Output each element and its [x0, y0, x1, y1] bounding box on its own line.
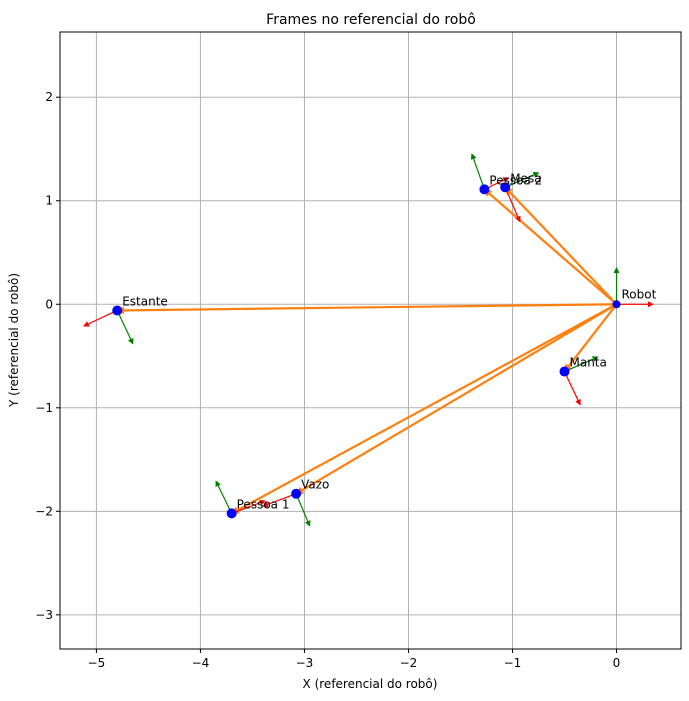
vector-to-manta	[563, 303, 618, 373]
estante-label: Estante	[122, 294, 168, 308]
estante-point	[112, 305, 123, 316]
vazo-label: Vazo	[301, 478, 329, 492]
y-ticks: −3 −2 −1 0 1 2	[35, 90, 60, 622]
vazo-point	[291, 488, 302, 499]
x-tick-label: −4	[192, 656, 210, 670]
x-tick-label: −2	[400, 656, 418, 670]
origin-vectors	[116, 186, 618, 515]
y-tick-label: 0	[45, 297, 53, 311]
pessoa-1-point	[226, 508, 237, 519]
y-axis-label: Y (referencial do robô)	[7, 273, 21, 408]
robot-point	[612, 300, 621, 309]
mesa-label: Mesa	[510, 171, 541, 185]
x-tick-label: −3	[296, 656, 314, 670]
estante-x-axis-arrow	[83, 309, 118, 327]
x-ticks: −5 −4 −3 −2 −1 0	[88, 649, 621, 670]
vector-to-pessoa-2	[483, 188, 618, 306]
pessoa-2-label: Pessoa 2	[489, 173, 542, 187]
pessoa-2-y-axis-arrow	[470, 153, 485, 190]
y-tick-label: −2	[35, 504, 53, 518]
mesa-y-axis-arrow	[504, 172, 540, 188]
pessoa-1-y-axis-arrow	[215, 480, 233, 514]
x-tick-label: −5	[88, 656, 106, 670]
robot-label: Robot	[622, 287, 657, 301]
manta-y-axis-arrow	[564, 356, 599, 373]
manta-point	[559, 366, 570, 377]
vazo-y-axis-arrow	[295, 493, 311, 527]
estante-y-axis-arrow	[116, 310, 134, 345]
vazo-x-axis-arrow	[261, 493, 297, 508]
y-tick-label: −1	[35, 401, 53, 415]
vector-to-pessoa-1	[230, 303, 618, 515]
vector-to-mesa	[504, 186, 618, 306]
y-tick-label: 2	[45, 90, 53, 104]
mesa-x-axis-arrow	[504, 187, 521, 223]
vector-to-vazo	[295, 303, 618, 495]
manta-x-axis-arrow	[563, 371, 581, 406]
mesa-point	[500, 182, 511, 193]
frame-axes	[83, 153, 654, 527]
vector-to-estante	[116, 303, 617, 315]
pessoa-2-point	[479, 184, 490, 195]
x-tick-label: −1	[504, 656, 522, 670]
y-tick-label: −3	[35, 608, 53, 622]
x-tick-label: 0	[613, 656, 621, 670]
pessoa-1-x-axis-arrow	[231, 499, 266, 514]
frame-points	[112, 182, 621, 519]
pessoa-1-label: Pessoa 1	[237, 497, 290, 511]
x-axis-label: X (referencial do robô)	[303, 677, 438, 691]
plot-area	[59, 31, 682, 650]
chart-title: Frames no referencial do robô	[266, 12, 476, 28]
manta-label: Manta	[569, 356, 606, 370]
y-tick-label: 1	[45, 194, 53, 208]
